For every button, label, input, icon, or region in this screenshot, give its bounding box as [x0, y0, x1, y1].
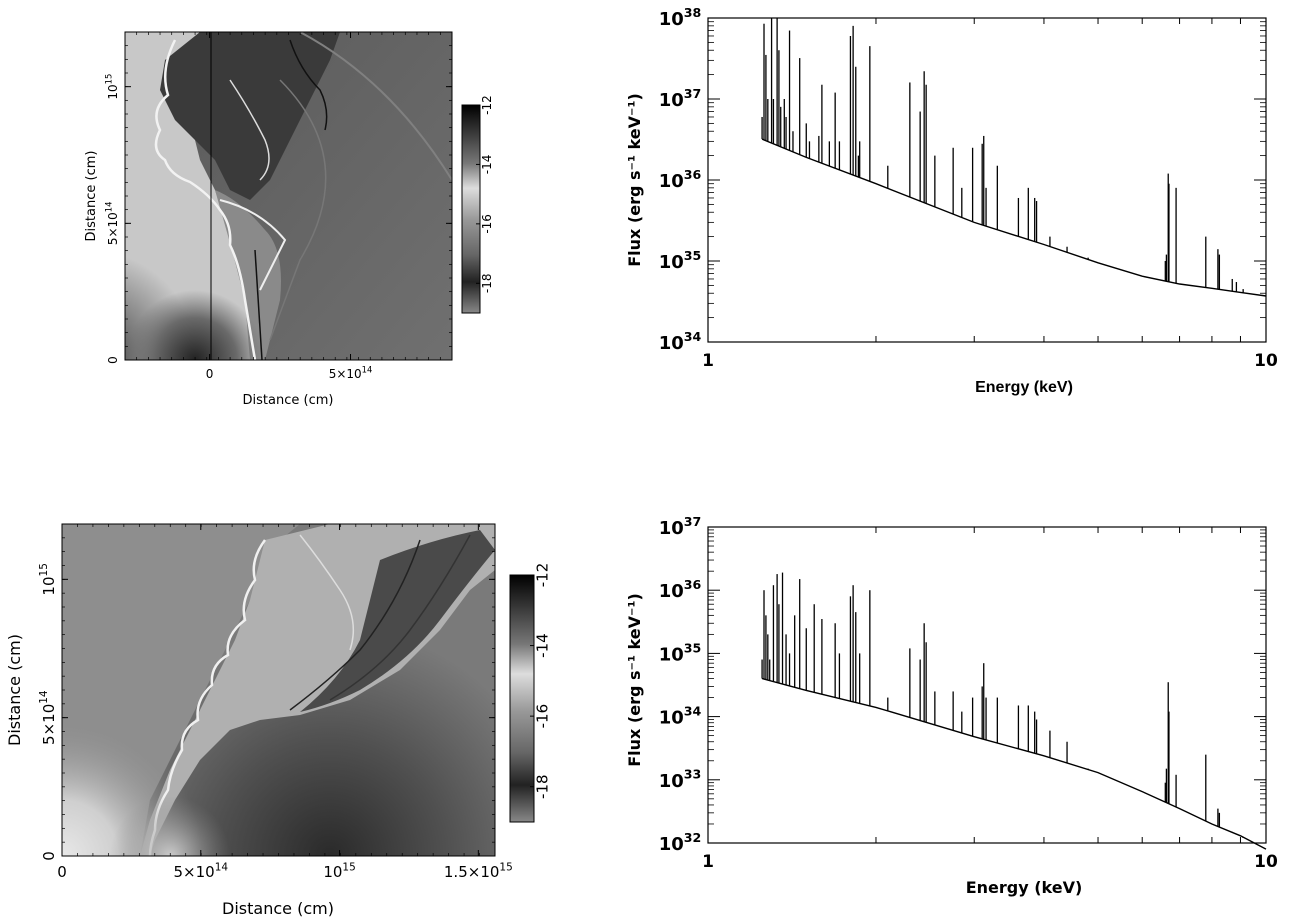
y-axis-label: Distance (cm) [84, 151, 99, 242]
plot-frame [707, 526, 1267, 844]
colorbar-ticks: -12 -14 -16 -18 [476, 95, 494, 293]
heatmap-svg-top: 0 5×1014 0 5×1014 1015 Distance (cm) Distan… [84, 31, 494, 408]
x-tick-label: 1 [702, 351, 714, 371]
spectrum-svg-top: 1034 1035 1036 1037 1038 1 10 Energy (keV) Flu… [625, 5, 1278, 396]
x-axis-ticks: 0 5×1014 [124, 32, 453, 381]
y-tick-label: 1032 [659, 830, 702, 855]
y-tick-label: 5×1014 [38, 690, 58, 745]
y-tick-label: 1038 [659, 5, 702, 30]
y-tick-label: 1035 [659, 248, 702, 273]
y-tick-label: 1036 [659, 167, 702, 192]
colorbar-tick-label: -18 [480, 273, 494, 293]
continuum-line [761, 677, 1267, 850]
colorbar-tick-label: -12 [534, 563, 552, 588]
colorbar-tick-label: -16 [534, 704, 552, 729]
spectrum-panel-bottom: 1032 1033 1034 1035 1036 1037 1 10 Energy (keV)… [600, 500, 1289, 921]
colorbar-tick-label: -14 [480, 155, 494, 175]
x-tick-label: 1 [702, 852, 714, 872]
spectrum-svg-bottom: 1032 1033 1034 1035 1036 1037 1 10 Energy (keV)… [625, 514, 1278, 897]
x-tick-label: 10 [1254, 852, 1278, 872]
x-axis-ticks: 0 5×1014 1015 1.5×1015 [57, 524, 513, 881]
colorbar-tick-label: -12 [480, 95, 494, 115]
spectrum-plot: 1032 1033 1034 1035 1036 1037 1 10 [659, 514, 1278, 872]
y-tick-label: 1037 [659, 86, 702, 111]
colorbar-ticks: -12 -14 -16 -18 [530, 563, 552, 799]
x-tick-label: 0 [206, 367, 214, 381]
colorbar-tick-label: -14 [534, 633, 552, 658]
y-axis-ticks: 0 5×1014 1015 [104, 31, 452, 364]
x-axis-label: Distance (cm) [222, 899, 334, 918]
colorbar [461, 104, 481, 314]
y-tick-label: 5×1014 [104, 202, 120, 246]
heatmap-panel-top: 0 5×1014 0 5×1014 1015 Distance (cm) Distan… [0, 0, 560, 420]
y-axis-ticks: 0 5×1014 1015 [38, 523, 495, 861]
y-tick-label: 1035 [659, 640, 702, 665]
colorbar-tick-label: -16 [480, 214, 494, 234]
x-axis-label: Distance (cm) [243, 393, 334, 408]
y-tick-label: 1034 [659, 329, 702, 354]
heatmap-image-top [125, 32, 452, 360]
x-tick-label: 1.5×1015 [444, 861, 513, 881]
colorbar-tick-label: -18 [534, 774, 552, 799]
spectrum-panel-top: 1034 1035 1036 1037 1038 1 10 Energy (keV) Flu… [600, 0, 1289, 420]
x-axis-label: Energy (keV) [966, 878, 1083, 897]
y-tick-label: 1036 [659, 577, 702, 602]
y-tick-label: 0 [40, 851, 58, 861]
x-tick-label: 0 [57, 863, 67, 881]
x-tick-label: 5×1014 [329, 365, 373, 381]
y-tick-label: 1034 [659, 704, 702, 729]
y-tick-label: 0 [106, 356, 120, 364]
y-axis-label: Flux (erg s⁻¹ keV⁻¹) [625, 93, 644, 267]
y-axis-label: Flux (erg s⁻¹ keV⁻¹) [625, 593, 644, 767]
colorbar [509, 574, 535, 823]
y-tick-label: 1033 [659, 767, 702, 792]
x-tick-label: 1015 [323, 861, 355, 881]
heatmap-svg-bottom: 0 5×1014 1015 1.5×1015 0 5×1014 1015 Distance… [5, 523, 552, 918]
y-axis-label: Distance (cm) [5, 634, 24, 746]
y-tick-label: 1015 [38, 563, 58, 595]
plot-frame [707, 17, 1267, 343]
heatmap-image-bottom [62, 524, 495, 856]
x-tick-label: 10 [1254, 351, 1278, 371]
x-tick-label: 5×1014 [173, 861, 228, 881]
continuum-line [761, 138, 1267, 297]
x-axis-label: Energy (keV) [975, 379, 1073, 396]
y-tick-label: 1015 [104, 74, 120, 100]
spectrum-plot: 1034 1035 1036 1037 1038 1 10 [659, 5, 1278, 371]
y-tick-label: 1037 [659, 514, 702, 539]
heatmap-panel-bottom: 0 5×1014 1015 1.5×1015 0 5×1014 1015 Distance… [0, 500, 600, 921]
